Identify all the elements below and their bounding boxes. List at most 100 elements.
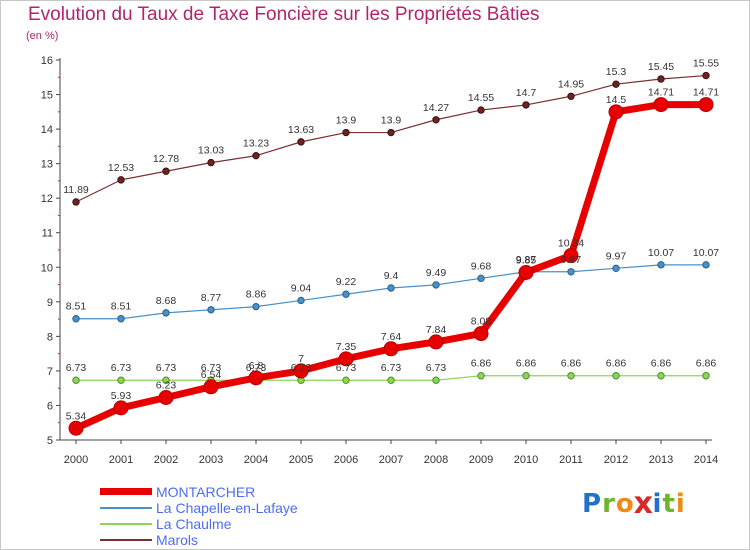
- data-label-la-chaulme: 6.73: [66, 362, 87, 374]
- point-marols: [522, 101, 530, 109]
- data-label-montarcher: 6.23: [156, 380, 177, 392]
- data-label-montarcher: 7.84: [426, 324, 447, 336]
- data-label-la-chapelle-en-lafaye: 9.68: [471, 260, 492, 272]
- point-la-chaulme: [702, 372, 710, 380]
- x-tick-label: 2008: [424, 454, 448, 466]
- data-label-montarcher: 5.93: [111, 390, 132, 402]
- x-tick-label: 2011: [559, 454, 583, 466]
- data-label-montarcher: 6.54: [201, 369, 222, 381]
- point-montarcher: [113, 400, 129, 416]
- point-la-chaulme: [522, 372, 530, 380]
- chart-legend: MONTARCHER La Chapelle-en-Lafaye La Chau…: [100, 484, 400, 548]
- data-label-marols: 14.7: [516, 87, 537, 99]
- y-tick-label: 16: [41, 55, 53, 67]
- point-marols: [117, 176, 125, 184]
- data-label-marols: 13.9: [381, 115, 402, 127]
- data-label-la-chapelle-en-lafaye: 8.86: [246, 289, 267, 301]
- x-tick-label: 2005: [289, 454, 313, 466]
- point-la-chapelle-en-lafaye: [297, 296, 305, 305]
- point-montarcher: [248, 370, 264, 386]
- data-label-la-chaulme: 6.86: [651, 358, 672, 370]
- point-marols: [72, 198, 80, 206]
- data-label-marols: 14.27: [423, 102, 449, 114]
- logo-letter: r: [602, 489, 616, 519]
- y-tick-label: 14: [41, 124, 53, 136]
- point-la-chapelle-en-lafaye: [432, 281, 440, 289]
- y-tick-label: 9: [47, 297, 53, 309]
- data-label-montarcher: 6.8: [249, 360, 264, 372]
- data-label-marols: 15.45: [648, 61, 674, 73]
- chart-data-labels: 6.73 6.73 6.73 6.73 6.73 6.73 6.73 6.73 6.73 6.86…: [63, 58, 719, 423]
- data-label-marols: 14.95: [558, 78, 584, 90]
- data-label-la-chapelle-en-lafaye: 9.87: [516, 254, 537, 266]
- data-label-la-chaulme: 6.73: [336, 362, 357, 374]
- data-label-montarcher: 14.71: [648, 87, 674, 99]
- point-la-chaulme: [387, 376, 395, 384]
- point-la-chapelle-en-lafaye: [72, 315, 80, 323]
- data-label-la-chapelle-en-lafaye: 9.4: [384, 270, 399, 282]
- point-la-chapelle-en-lafaye: [162, 309, 170, 317]
- point-la-chapelle-en-lafaye: [342, 290, 350, 298]
- data-label-marols: 13.23: [243, 138, 269, 150]
- data-label-la-chaulme: 6.73: [426, 362, 447, 374]
- point-la-chapelle-en-lafaye: [117, 315, 125, 323]
- chart-series: [68, 71, 714, 436]
- data-label-marols: 13.63: [288, 124, 314, 136]
- y-tick-label: 15: [41, 90, 53, 102]
- point-montarcher: [653, 97, 669, 113]
- y-tick-label: 11: [42, 228, 53, 240]
- data-label-montarcher: 10.34: [558, 238, 584, 250]
- data-label-marols: 13.03: [198, 145, 224, 157]
- point-marols: [207, 158, 215, 167]
- point-marols: [612, 80, 620, 88]
- legend-label-la-chaulme: La Chaulme: [156, 516, 232, 532]
- data-label-la-chaulme: 6.86: [561, 358, 582, 370]
- logo-letter: i: [652, 489, 663, 519]
- point-la-chaulme: [432, 376, 440, 384]
- point-marols: [657, 75, 665, 83]
- data-label-montarcher: 14.71: [693, 87, 719, 99]
- x-tick-label: 2000: [64, 454, 88, 466]
- legend-label-la-chapelle-en-lafaye: La Chapelle-en-Lafaye: [156, 500, 298, 516]
- data-label-la-chaulme: 6.73: [291, 362, 312, 374]
- data-label-la-chaulme: 6.73: [246, 362, 267, 374]
- data-label-la-chaulme: 6.73: [156, 362, 177, 374]
- x-tick-label: 2013: [649, 454, 673, 466]
- x-tick-label: 2010: [514, 454, 538, 466]
- point-montarcher: [608, 104, 624, 120]
- point-montarcher: [563, 248, 579, 264]
- data-label-montarcher: 5.34: [66, 410, 87, 422]
- data-label-la-chaulme: 6.73: [201, 362, 222, 374]
- x-tick-label: 2009: [469, 454, 493, 466]
- y-tick-label: 13: [41, 159, 53, 171]
- point-la-chaulme: [342, 376, 350, 384]
- x-tick-label: 2003: [199, 454, 223, 466]
- point-montarcher: [473, 326, 489, 342]
- data-label-la-chaulme: 6.86: [471, 358, 492, 370]
- data-label-montarcher: 14.5: [606, 94, 627, 106]
- data-label-la-chaulme: 6.73: [111, 362, 132, 374]
- proxiti-logo: Proxiti: [582, 487, 686, 522]
- data-label-la-chaulme: 6.86: [516, 358, 537, 370]
- point-la-chaulme: [567, 372, 575, 380]
- point-la-chapelle-en-lafaye: [612, 264, 620, 273]
- point-la-chaulme: [657, 372, 665, 380]
- point-la-chapelle-en-lafaye: [252, 302, 260, 311]
- data-label-la-chapelle-en-lafaye: 8.51: [111, 301, 132, 313]
- data-label-marols: 14.55: [468, 92, 494, 104]
- legend-item-la-chaulme: La Chaulme: [100, 516, 400, 532]
- data-label-la-chapelle-en-lafaye: 10.07: [693, 247, 719, 259]
- x-tick-label: 2012: [604, 454, 628, 466]
- chart-axes: 5 6 7 8 9 10 11 12 13 14 15 16 2000 2001 2002 2003 2004 2…: [41, 55, 718, 466]
- point-la-chaulme: [117, 376, 125, 384]
- point-la-chaulme: [477, 372, 485, 380]
- data-label-la-chaulme: 6.73: [381, 362, 402, 374]
- chart-unit-label: (en %): [26, 30, 59, 42]
- point-marols: [252, 151, 260, 160]
- point-marols: [702, 71, 710, 80]
- logo-letter: i: [675, 489, 686, 519]
- logo-letter: o: [615, 489, 635, 519]
- data-label-la-chaulme: 6.86: [696, 358, 717, 370]
- data-label-la-chapelle-en-lafaye: 9.49: [426, 267, 447, 279]
